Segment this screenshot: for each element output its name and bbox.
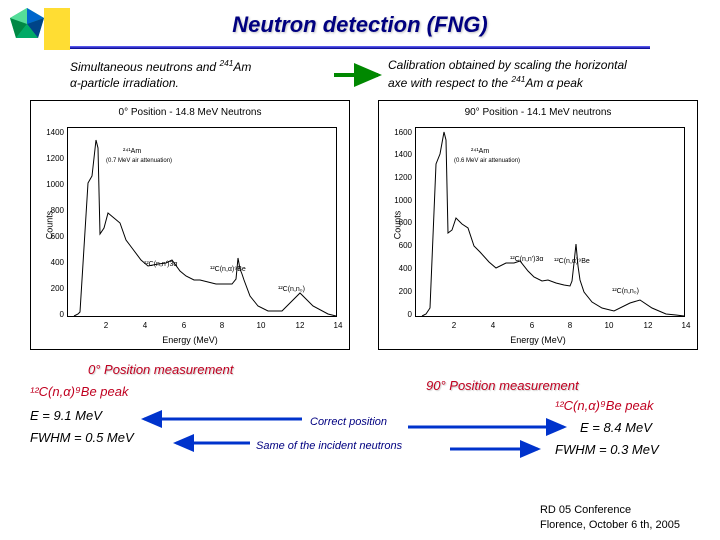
footer-line1: RD 05 Conference [540, 504, 631, 516]
e-right: E = 8.4 MeV [580, 420, 652, 435]
chart-right: 90° Position - 14.1 MeV neutrons Counts … [378, 100, 698, 350]
arrow-right-e-icon [406, 418, 574, 436]
footer-line2: Florence, October 6 th, 2005 [540, 519, 680, 531]
chart-left-title: 0° Position - 14.8 MeV Neutrons [31, 107, 349, 118]
arrow-desc-icon [332, 63, 386, 87]
chart-right-plot: 0 200 400 600 800 1000 1200 1400 1600 2 … [415, 127, 685, 317]
title-underline [70, 46, 650, 49]
desc-left: Simultaneous neutrons and 241Am α-partic… [70, 58, 330, 91]
chart-right-xlabel: Energy (MeV) [379, 335, 697, 345]
chart-left-plot: 0 200 400 600 800 1000 1200 1400 2 4 6 8… [67, 127, 337, 317]
chart-left: 0° Position - 14.8 MeV Neutrons Counts E… [30, 100, 350, 350]
e-left: E = 9.1 MeV [30, 408, 102, 423]
chart-right-title: 90° Position - 14.1 MeV neutrons [379, 107, 697, 118]
fwhm-left: FWHM = 0.5 MeV [30, 430, 134, 445]
arrow-left-e-icon [134, 410, 304, 428]
peak-right-label: ¹²C(n,α)⁹Be peak [555, 398, 653, 413]
chart-left-xlabel: Energy (MeV) [31, 335, 349, 345]
arrow-left-fwhm-icon [166, 434, 252, 452]
pos-right-label: 90° Position measurement [426, 378, 579, 393]
arrow-right-fwhm-icon [448, 440, 548, 458]
chart-right-spectrum [416, 128, 686, 318]
slide-title: Neutron detection (FNG) [0, 12, 720, 38]
note-correct-pos: Correct position [310, 416, 387, 428]
footer: RD 05 Conference Florence, October 6 th,… [540, 503, 680, 532]
fwhm-right: FWHM = 0.3 MeV [555, 442, 659, 457]
note-same: Same of the incident neutrons [256, 440, 402, 452]
peak-left-label: ¹²C(n,α)⁹Be peak [30, 384, 128, 399]
desc-right: Calibration obtained by scaling the hori… [388, 58, 698, 91]
pos-left-label: 0° Position measurement [88, 362, 233, 377]
